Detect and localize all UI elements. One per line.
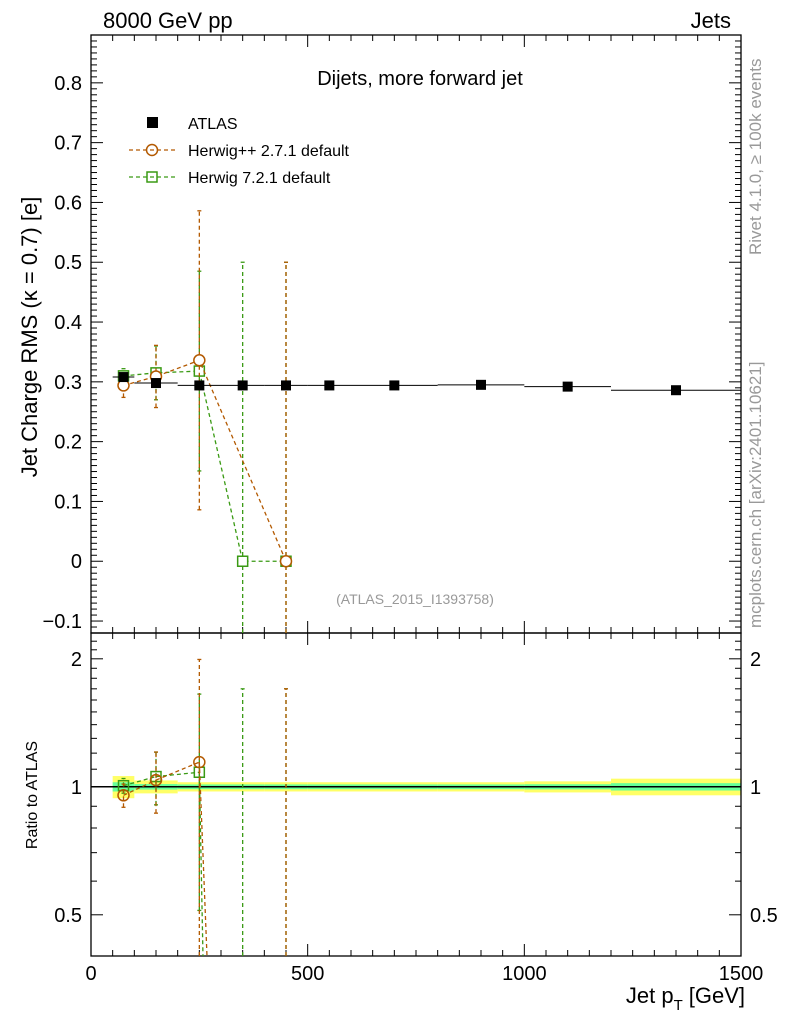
herwigpp-ratio-point: [193, 755, 206, 769]
atlas-point: [118, 372, 129, 383]
y-tick-label: 0.5: [54, 252, 82, 274]
x-tick-label: 1000: [502, 963, 547, 985]
ratio-tick-label: 0.5: [54, 905, 82, 927]
header-left: 8000 GeV pp: [103, 8, 233, 33]
herwigpp-ratio-point: [117, 789, 130, 802]
x-tick-label: 1500: [719, 963, 764, 985]
atlas-point: [194, 380, 205, 391]
x-tick-label: 0: [85, 963, 96, 985]
ratio-tick-label-right: 0.5: [750, 905, 778, 927]
legend-marker-herwig7: [146, 171, 158, 183]
atlas-point: [281, 380, 291, 391]
herwigpp-ratio-line: [198, 762, 208, 957]
atlas-point: [324, 380, 335, 391]
x-tick-label: 500: [291, 963, 324, 985]
rivet-label: Rivet 4.1.0, ≥ 100k events: [746, 59, 765, 255]
y-tick-label: 0: [71, 551, 82, 573]
legend: ATLAS Herwig++ 2.7.1 default Herwig 7.2.…: [129, 116, 350, 187]
herwig7-ratio-line: [155, 771, 200, 778]
herwigpp-line: [123, 359, 287, 562]
atlas-point: [389, 380, 400, 391]
y-tick-label: 0.4: [54, 312, 82, 334]
atlas-point: [237, 380, 248, 391]
x-axis-title-unit: [GeV]: [689, 983, 745, 1008]
y-tick-label: −0.1: [43, 611, 82, 633]
atlas-point: [476, 379, 486, 390]
legend-marker-atlas: [147, 117, 158, 128]
herwig7-point: [236, 555, 249, 567]
header-right: Jets: [691, 8, 731, 33]
chart-title: Dijets, more forward jet: [317, 68, 523, 90]
y-axis-title: Jet Charge RMS (κ = 0.7) [e]: [17, 197, 42, 478]
ratio-tick-label: 1: [71, 777, 82, 799]
ratio-tick-label-right: 1: [750, 777, 761, 799]
atlas-point: [671, 385, 681, 396]
atlas-point: [151, 378, 161, 389]
y-tick-label: 0.8: [54, 73, 82, 95]
x-axis-title-sub: T: [674, 997, 683, 1014]
analysis-watermark: (ATLAS_2015_I1393758): [336, 591, 494, 607]
herwigpp-point: [193, 354, 206, 367]
ratio-tick-label-right: 2: [750, 649, 761, 671]
x-axis-title: Jet pT [GeV]: [626, 983, 745, 1014]
x-axis-title-main: Jet p: [626, 983, 674, 1008]
herwigpp-ratio-line: [155, 761, 200, 781]
ratio-tick-label: 2: [71, 649, 82, 671]
herwig7-ratio-line: [198, 772, 204, 957]
legend-label-atlas: ATLAS: [188, 116, 238, 133]
y-tick-label: 0.1: [54, 491, 82, 513]
legend-label-herwigpp: Herwig++ 2.7.1 default: [188, 143, 350, 160]
legend-label-herwig7: Herwig 7.2.1 default: [188, 170, 331, 187]
mcplots-label: mcplots.cern.ch [arXiv:2401.10621]: [746, 362, 765, 628]
herwigpp-ratio-point: [149, 773, 163, 787]
herwig7-line: [123, 370, 286, 562]
y-tick-label: 0.7: [54, 133, 82, 155]
y-tick-label: 0.2: [54, 432, 82, 454]
y-tick-label: 0.3: [54, 372, 82, 394]
chart-marks: 0 500 1000 1500 −0.1 0 0.1 0.2 0.3 0.4 0.5 0.6 0.7 0.…: [43, 34, 778, 985]
y-tick-label: 0.6: [54, 192, 82, 214]
atlas-point: [562, 381, 573, 392]
ratio-y-axis-title: Ratio to ATLAS: [24, 741, 41, 849]
herwigpp-point: [279, 554, 293, 568]
legend-marker-herwigpp: [145, 143, 159, 157]
